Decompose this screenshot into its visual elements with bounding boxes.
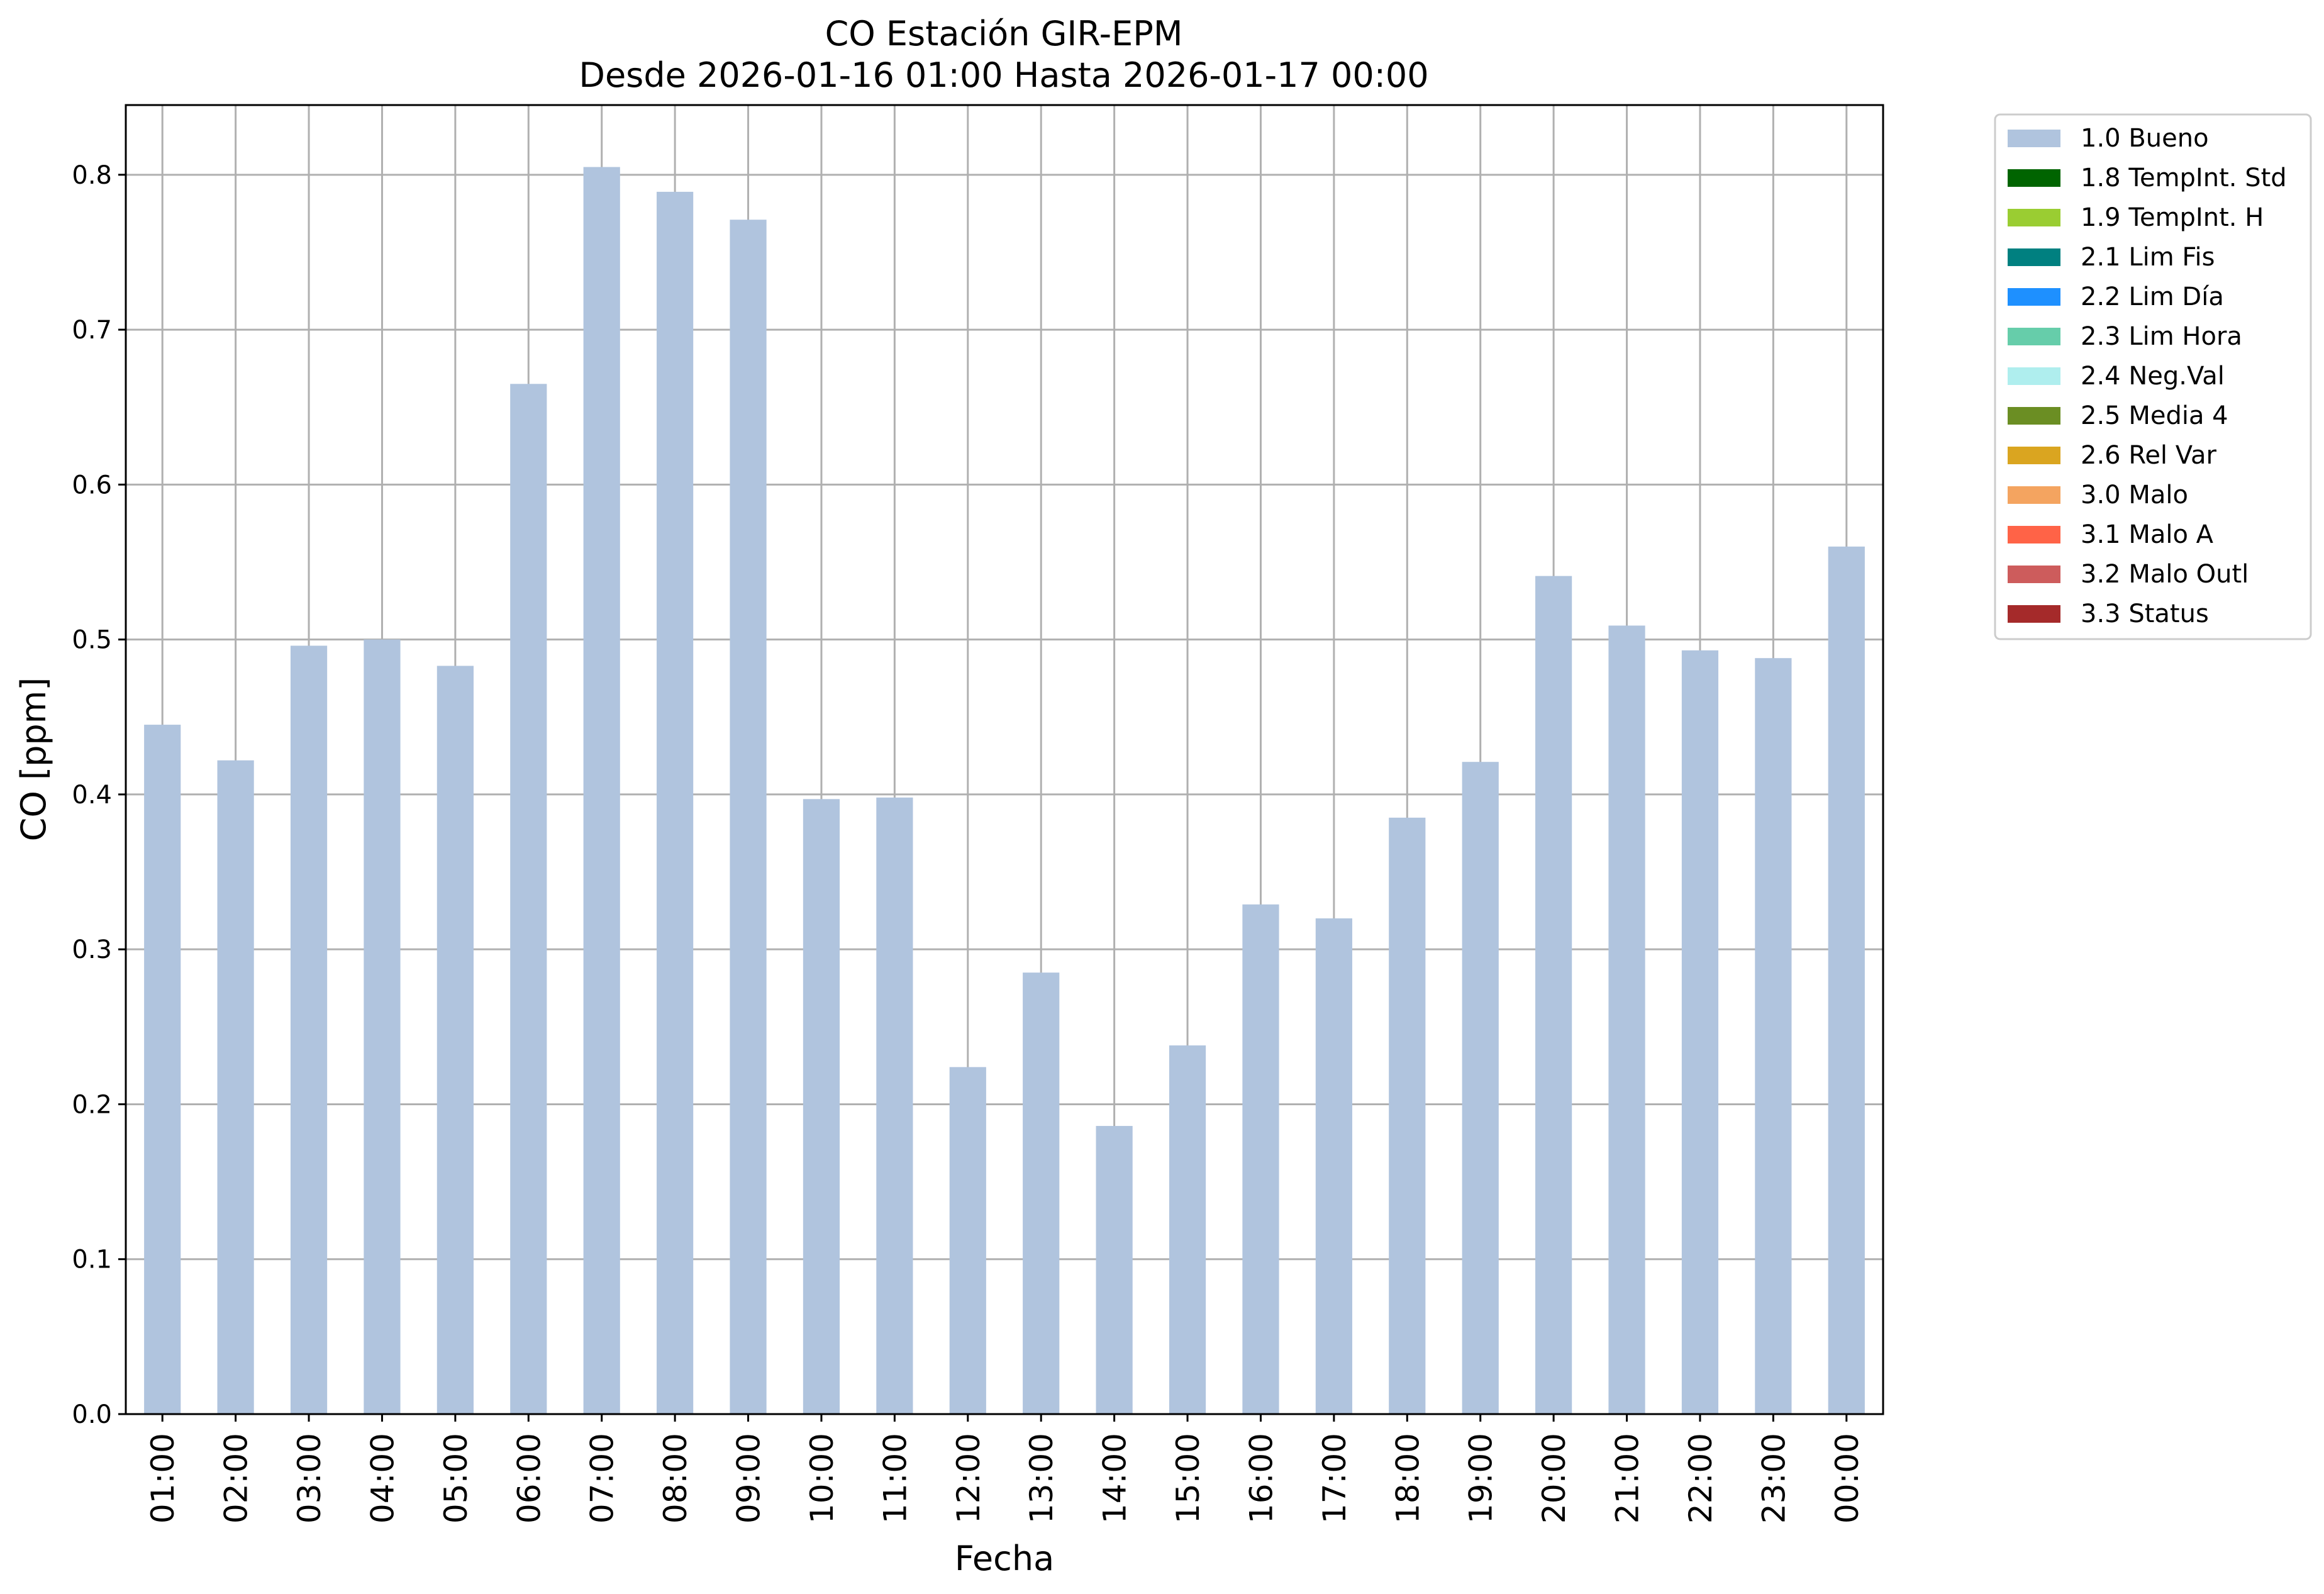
x-axis-label: Fecha	[955, 1539, 1054, 1578]
legend-swatch	[2008, 328, 2060, 345]
y-tick-label: 0.0	[72, 1400, 112, 1429]
bar-2300	[1755, 658, 1792, 1414]
y-axis-label: CO [ppm]	[14, 677, 53, 842]
legend-swatch	[2008, 526, 2060, 543]
y-tick-label: 0.8	[72, 161, 112, 190]
x-tick-label: 03:00	[291, 1433, 328, 1524]
legend-label: 1.8 TempInt. Std	[2081, 164, 2287, 192]
x-tick-label: 13:00	[1023, 1433, 1060, 1524]
x-tick-label: 06:00	[511, 1433, 547, 1524]
y-axis-ticks: 0.0 0.1 0.2 0.3 0.4 0.5 0.6 0.7 0.8	[72, 161, 126, 1429]
legend-label: 2.4 Neg.Val	[2081, 362, 2225, 391]
legend-label: 1.0 Bueno	[2081, 124, 2209, 153]
y-tick-label: 0.2	[72, 1090, 112, 1119]
bar-0000	[1828, 546, 1865, 1414]
bar-0300	[290, 645, 328, 1414]
bar-2200	[1681, 650, 1719, 1414]
bar-0700	[583, 167, 620, 1414]
bar-0600	[510, 384, 547, 1414]
bar-0900	[730, 220, 767, 1414]
legend-swatch	[2008, 605, 2060, 623]
x-tick-label: 18:00	[1389, 1433, 1426, 1524]
x-tick-label: 21:00	[1610, 1433, 1646, 1524]
legend-swatch	[2008, 566, 2060, 583]
bar-1300	[1023, 973, 1060, 1414]
x-tick-label: 04:00	[364, 1433, 401, 1524]
x-tick-label: 12:00	[950, 1433, 987, 1524]
x-tick-label: 01:00	[145, 1433, 181, 1524]
x-tick-label: 02:00	[218, 1433, 255, 1524]
legend-label: 3.1 Malo A	[2081, 520, 2214, 549]
legend-swatch	[2008, 447, 2060, 464]
x-tick-label: 09:00	[731, 1433, 767, 1524]
bar-0800	[657, 191, 694, 1415]
x-tick-label: 14:00	[1097, 1433, 1133, 1524]
bar-1700	[1315, 918, 1352, 1414]
y-tick-label: 0.3	[72, 935, 112, 964]
bar-1100	[876, 797, 913, 1414]
legend-label: 3.2 Malo Outl	[2081, 560, 2249, 589]
bar-1200	[949, 1067, 986, 1414]
y-tick-label: 0.7	[72, 316, 112, 345]
bar-1900	[1462, 762, 1499, 1414]
legend: 1.0 Bueno 1.8 TempInt. Std 1.9 TempInt. H 2…	[1994, 113, 2312, 640]
bar-1000	[803, 799, 840, 1414]
legend-label: 1.9 TempInt. H	[2081, 203, 2264, 232]
bar-1800	[1389, 817, 1426, 1414]
x-tick-label: 07:00	[584, 1433, 621, 1524]
x-tick-label: 23:00	[1755, 1433, 1792, 1524]
x-tick-label: 19:00	[1463, 1433, 1499, 1524]
y-tick-label: 0.5	[72, 626, 112, 655]
legend-swatch	[2008, 130, 2060, 147]
bar-0500	[436, 666, 474, 1414]
bar-2100	[1608, 625, 1645, 1414]
legend-swatch	[2008, 209, 2060, 226]
legend-label: 3.0 Malo	[2081, 481, 2188, 510]
x-tick-label: 22:00	[1682, 1433, 1719, 1524]
bar-1600	[1242, 904, 1279, 1414]
legend-label: 3.3 Status	[2081, 599, 2209, 628]
x-tick-label: 16:00	[1243, 1433, 1279, 1524]
legend-label: 2.2 Lim Día	[2081, 282, 2224, 311]
x-tick-label: 11:00	[877, 1433, 913, 1524]
plot-frame	[125, 104, 1884, 1415]
legend-swatch	[2008, 407, 2060, 425]
legend-frame	[1994, 113, 2312, 640]
x-tick-label: 08:00	[657, 1433, 694, 1524]
x-tick-label: 00:00	[1829, 1433, 1865, 1524]
bar-1400	[1096, 1125, 1133, 1414]
bar-0400	[364, 639, 401, 1414]
y-tick-label: 0.6	[72, 471, 112, 499]
chart-subtitle: Desde 2026-01-16 01:00 Hasta 2026-01-17 …	[579, 55, 1428, 95]
legend-swatch	[2008, 288, 2060, 306]
legend-label: 2.5 Media 4	[2081, 401, 2228, 430]
y-tick-label: 0.4	[72, 781, 112, 810]
x-tick-label: 20:00	[1536, 1433, 1572, 1524]
legend-swatch	[2008, 486, 2060, 504]
bar-2000	[1535, 576, 1572, 1414]
bar-1500	[1169, 1045, 1206, 1414]
legend-swatch	[2008, 248, 2060, 266]
x-tick-label: 10:00	[804, 1433, 840, 1524]
x-tick-label: 17:00	[1316, 1433, 1353, 1524]
bars	[144, 167, 1865, 1415]
legend-swatch	[2008, 367, 2060, 385]
legend-label: 2.1 Lim Fis	[2081, 243, 2215, 272]
bar-0200	[217, 760, 254, 1414]
legend-label: 2.3 Lim Hora	[2081, 322, 2242, 351]
legend-label: 2.6 Rel Var	[2081, 441, 2217, 470]
legend-swatch	[2008, 169, 2060, 187]
bar-0100	[144, 725, 181, 1414]
chart-title: CO Estación GIR-EPM	[825, 14, 1183, 53]
x-axis-ticks: 01:00 02:00 03:00 04:00 05:00 06:00 07:00 08:00…	[145, 1414, 1865, 1524]
x-tick-label: 05:00	[438, 1433, 474, 1524]
y-tick-label: 0.1	[72, 1246, 112, 1274]
x-tick-label: 15:00	[1170, 1433, 1206, 1524]
